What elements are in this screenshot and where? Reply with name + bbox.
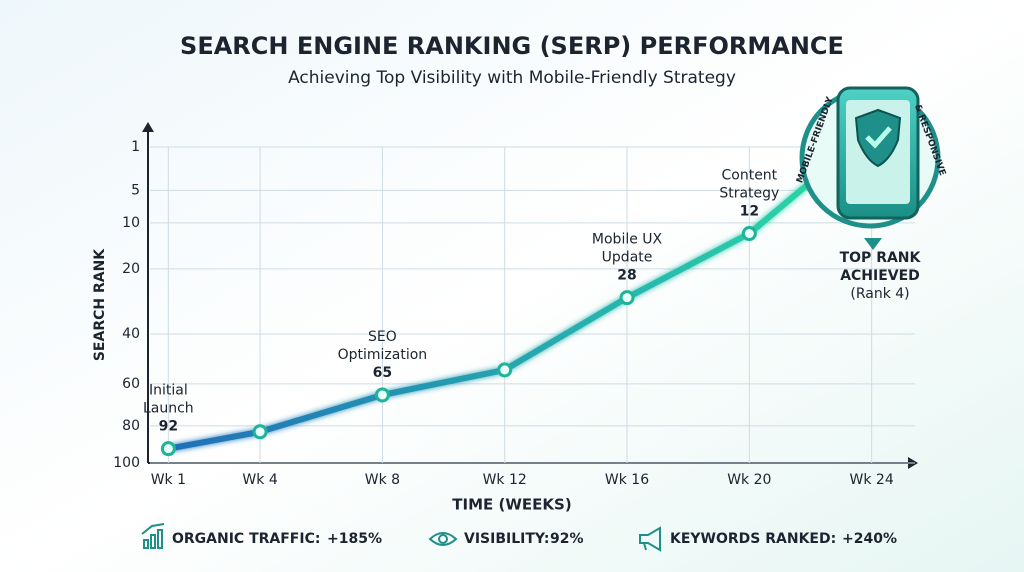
point <box>741 226 757 242</box>
y-tick-label: 40 <box>122 326 140 342</box>
point-annotation: Content <box>721 168 777 184</box>
y-tick-label: 100 <box>113 455 140 471</box>
x-tick-label: Wk 24 <box>850 472 894 488</box>
callout-detail: (Rank 4) <box>850 286 909 302</box>
check-icon <box>865 126 892 149</box>
x-tick-label: Wk 4 <box>242 472 277 488</box>
y-tick-label: 80 <box>122 418 140 434</box>
point-annotation: Launch <box>143 401 194 417</box>
y-tick-label: 1 <box>131 139 140 155</box>
point-annotation: Mobile UX <box>592 232 663 248</box>
value-label: 12 <box>740 204 759 220</box>
traffic-icon <box>141 523 165 549</box>
stat-label: VISIBILITY: <box>464 531 549 547</box>
stat-label: KEYWORDS RANKED: <box>670 531 836 547</box>
point-annotation: Initial <box>149 383 188 399</box>
point <box>374 387 390 403</box>
x-tick-label: Wk 12 <box>483 472 527 488</box>
point <box>252 424 268 440</box>
point-annotation: SEO <box>368 329 397 345</box>
value-label: 28 <box>617 268 636 284</box>
callout-title: TOP RANK <box>840 250 922 266</box>
y-axis-label: SEARCH RANK <box>92 248 108 361</box>
point-annotation: Strategy <box>719 186 779 202</box>
value-label: 65 <box>373 365 392 381</box>
stat-value: +240% <box>842 531 897 547</box>
y-tick-label: 10 <box>122 215 140 231</box>
y-tick-label: 60 <box>122 376 140 392</box>
chart-subtitle: Achieving Top Visibility with Mobile-Fri… <box>288 68 736 88</box>
x-tick-label: Wk 16 <box>605 472 649 488</box>
megaphone-icon <box>639 526 661 552</box>
y-tick-label: 5 <box>131 182 140 198</box>
eye-icon <box>428 532 458 546</box>
point <box>160 441 176 457</box>
stat-value: +185% <box>327 531 382 547</box>
point <box>497 362 513 378</box>
point-annotation: Update <box>602 250 653 266</box>
chart-title: SEARCH ENGINE RANKING (SERP) PERFORMANCE <box>180 32 844 60</box>
callout-pointer <box>864 238 882 250</box>
x-tick-label: Wk 8 <box>365 472 400 488</box>
callout-title: ACHIEVED <box>840 268 920 284</box>
point-annotation: Optimization <box>338 347 428 363</box>
y-axis-arrow <box>142 122 154 132</box>
x-tick-label: Wk 20 <box>727 472 771 488</box>
x-tick-label: Wk 1 <box>151 472 186 488</box>
stat-value: 92% <box>550 531 584 547</box>
stats: ORGANIC TRAFFIC: +185% VISIBILITY: 92% K… <box>141 523 897 552</box>
x-axis-label: TIME (WEEKS) <box>452 496 571 514</box>
value-label: 92 <box>159 419 178 435</box>
badge: MOBILE-FRIENDLY & RESPONSIVE <box>795 86 947 229</box>
y-tick-label: 20 <box>122 261 140 277</box>
point <box>619 290 635 306</box>
stat-label: ORGANIC TRAFFIC: <box>172 531 320 547</box>
